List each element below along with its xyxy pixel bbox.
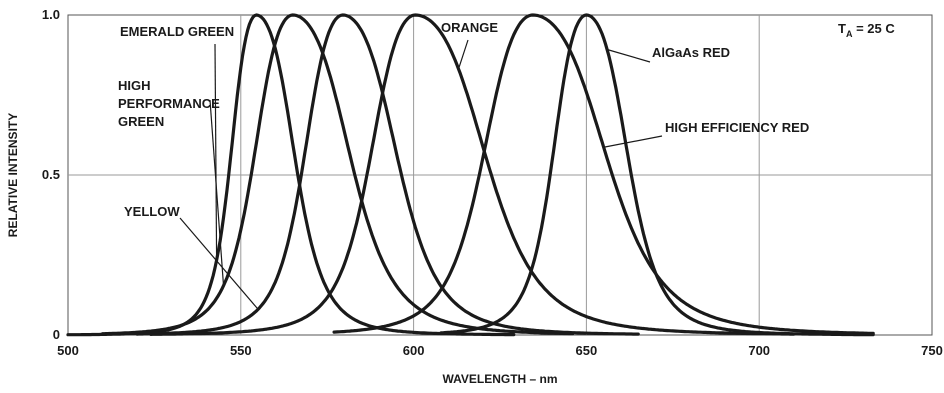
y-tick-label: 1.0 [42, 7, 60, 22]
curve-orange [149, 13, 796, 336]
x-axis-title: WAVELENGTH – nm [442, 372, 557, 386]
label-high-efficiency-red: HIGH EFFICIENCY RED [665, 120, 809, 135]
label-yellow: YELLOW [124, 204, 180, 219]
temperature-condition-label: TA = 25 C [838, 21, 895, 39]
curve-high-performance-green [101, 13, 575, 336]
label-emerald-green: EMERALD GREEN [120, 24, 234, 39]
leader-orange [457, 39, 469, 70]
y-tick-label: 0 [53, 327, 60, 342]
grid-lines [68, 15, 932, 335]
label-algaas-red: AlGaAs RED [652, 45, 730, 60]
x-tick-label: 500 [57, 343, 79, 358]
series-labels: EMERALD GREEN HIGH PERFORMANCE GREEN YELLOW O… [118, 20, 809, 219]
label-orange: ORANGE [441, 20, 498, 35]
label-leader-lines [179, 39, 663, 310]
x-tick-label: 550 [230, 343, 252, 358]
x-tick-labels: 500 550 600 650 700 750 [57, 343, 943, 358]
curve-yellow [135, 13, 640, 336]
x-tick-label: 650 [576, 343, 598, 358]
leader-algaas-red [606, 48, 651, 63]
curve-high-efficiency-red [332, 13, 875, 335]
series-curves [66, 13, 875, 337]
leader-high-efficiency-red [603, 135, 663, 148]
leader-emerald-green [214, 43, 218, 261]
curve-algaas-red [439, 13, 875, 337]
leader-yellow [179, 217, 259, 310]
y-axis-title: RELATIVE INTENSITY [6, 113, 20, 237]
leader-high-performance-green [209, 99, 225, 286]
y-tick-label: 0.5 [42, 167, 60, 182]
x-tick-label: 600 [403, 343, 425, 358]
label-high-performance-green: HIGH PERFORMANCE GREEN [118, 78, 220, 129]
x-tick-label: 750 [921, 343, 943, 358]
x-tick-label: 700 [748, 343, 770, 358]
y-tick-labels: 0 0.5 1.0 [42, 7, 60, 342]
